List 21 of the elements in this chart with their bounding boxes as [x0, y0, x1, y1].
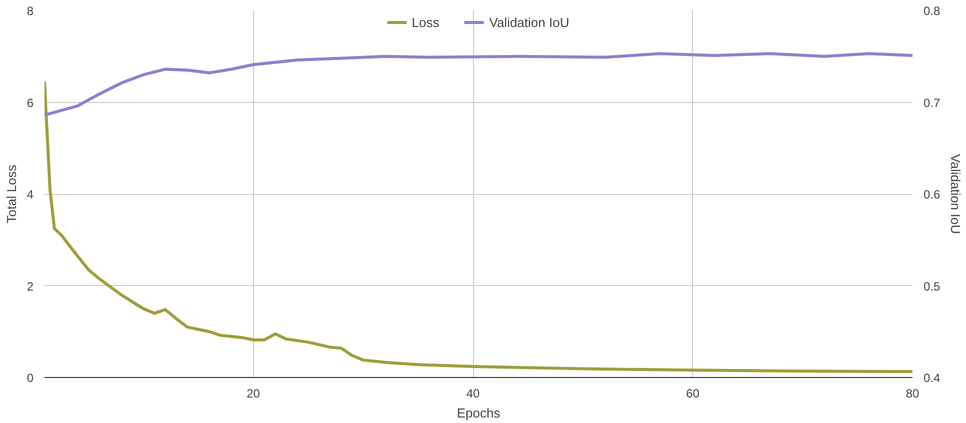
- x-axis-title: Epochs: [456, 406, 501, 420]
- line-series: [44, 52, 912, 117]
- y2-tick-label: 0.4: [924, 371, 941, 385]
- y-axis-title: Total Loss: [4, 164, 19, 224]
- y-tick-label: 2: [26, 279, 34, 294]
- y2-tick-label: 0.5: [924, 279, 941, 294]
- legend-label: Loss: [412, 14, 440, 30]
- y2-tick-label: 0.8: [924, 4, 941, 18]
- line-series: [44, 80, 912, 374]
- x-tick-label: 60: [686, 386, 700, 400]
- x-tick-label: 40: [466, 386, 480, 400]
- y-tick-label: 8: [26, 4, 34, 18]
- y2-tick-label: 0.6: [924, 188, 941, 202]
- y-tick-label: 0: [26, 371, 34, 385]
- legend-label: Validation IoU: [489, 14, 570, 30]
- y-tick-label: 4: [26, 188, 34, 202]
- x-tick-label: 80: [906, 386, 920, 400]
- y2-tick-label: 0.7: [924, 96, 941, 110]
- y-tick-label: 6: [26, 96, 34, 110]
- x-tick-label: 20: [246, 386, 260, 400]
- y2-axis-title: Validation IoU: [948, 154, 964, 234]
